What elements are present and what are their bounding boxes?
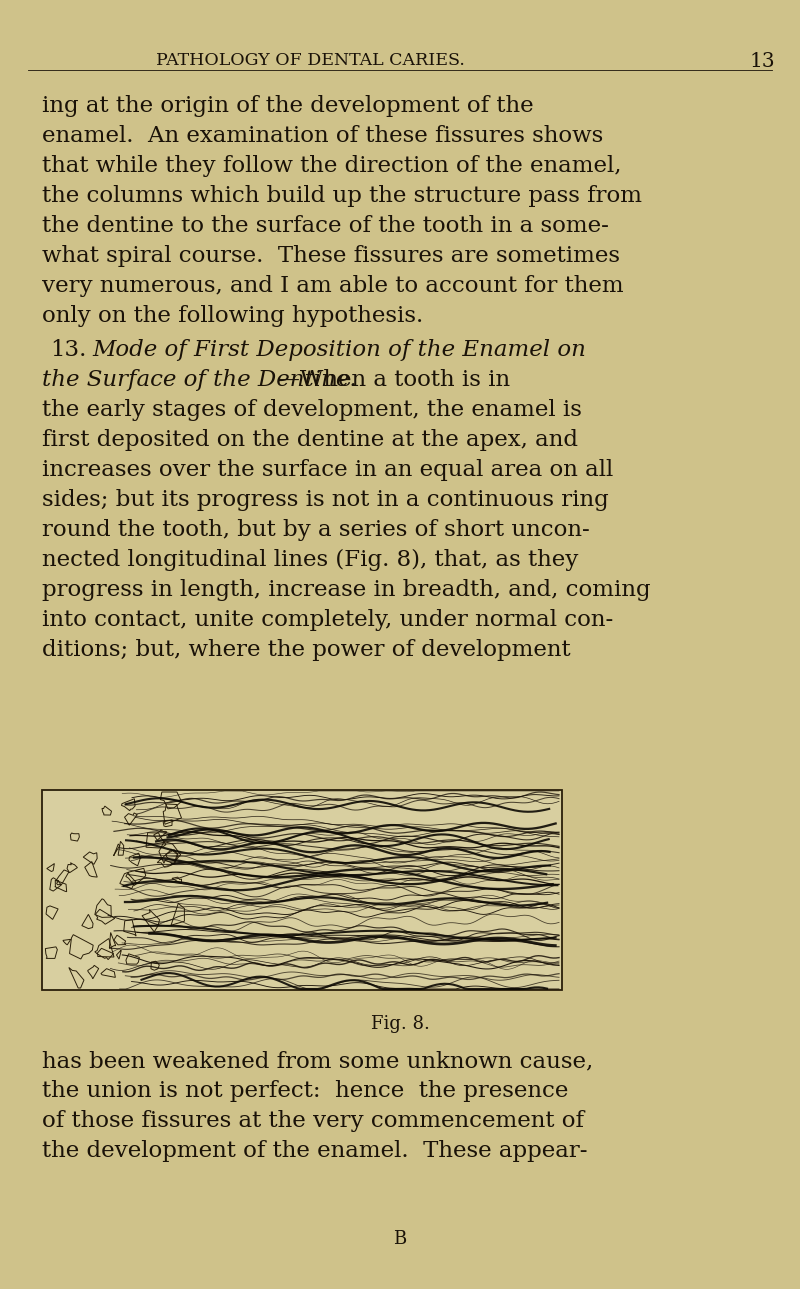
Text: —When a tooth is in: —When a tooth is in: [277, 369, 510, 391]
Text: B: B: [394, 1230, 406, 1248]
Text: round the tooth, but by a series of short uncon-: round the tooth, but by a series of shor…: [42, 519, 590, 541]
Text: the dentine to the surface of the tooth in a some-: the dentine to the surface of the tooth …: [42, 215, 609, 237]
Text: 13.: 13.: [50, 339, 86, 361]
Text: enamel.  An examination of these fissures shows: enamel. An examination of these fissures…: [42, 125, 603, 147]
Text: progress in length, increase in breadth, and, coming: progress in length, increase in breadth,…: [42, 579, 650, 601]
Text: only on the following hypothesis.: only on the following hypothesis.: [42, 305, 423, 327]
Text: Fig. 8.: Fig. 8.: [370, 1014, 430, 1032]
Text: of those fissures at the very commencement of: of those fissures at the very commenceme…: [42, 1110, 584, 1132]
Text: ing at the origin of the development of the: ing at the origin of the development of …: [42, 95, 534, 117]
Text: the development of the enamel.  These appear-: the development of the enamel. These app…: [42, 1139, 587, 1161]
Text: the early stages of development, the enamel is: the early stages of development, the ena…: [42, 400, 582, 422]
Text: increases over the surface in an equal area on all: increases over the surface in an equal a…: [42, 459, 614, 481]
Bar: [42, 790, 562, 990]
Text: the Surface of the Dentine.: the Surface of the Dentine.: [42, 369, 357, 391]
Text: sides; but its progress is not in a continuous ring: sides; but its progress is not in a cont…: [42, 489, 609, 510]
Text: very numerous, and I am able to account for them: very numerous, and I am able to account …: [42, 275, 624, 296]
Text: ditions; but, where the power of development: ditions; but, where the power of develop…: [42, 639, 570, 661]
Text: that while they follow the direction of the enamel,: that while they follow the direction of …: [42, 155, 622, 177]
Text: first deposited on the dentine at the apex, and: first deposited on the dentine at the ap…: [42, 429, 578, 451]
Text: Mode of First Deposition of the Enamel on: Mode of First Deposition of the Enamel o…: [92, 339, 586, 361]
Text: has been weakened from some unknown cause,: has been weakened from some unknown caus…: [42, 1051, 594, 1072]
Text: the columns which build up the structure pass from: the columns which build up the structure…: [42, 186, 642, 208]
Text: the union is not perfect:  hence  the presence: the union is not perfect: hence the pres…: [42, 1080, 568, 1102]
Text: nected longitudinal lines (Fig. 8), that, as they: nected longitudinal lines (Fig. 8), that…: [42, 549, 578, 571]
Text: into contact, unite completely, under normal con-: into contact, unite completely, under no…: [42, 608, 614, 632]
Text: PATHOLOGY OF DENTAL CARIES.: PATHOLOGY OF DENTAL CARIES.: [155, 52, 465, 70]
Text: what spiral course.  These fissures are sometimes: what spiral course. These fissures are s…: [42, 245, 620, 267]
Text: 13: 13: [750, 52, 776, 71]
